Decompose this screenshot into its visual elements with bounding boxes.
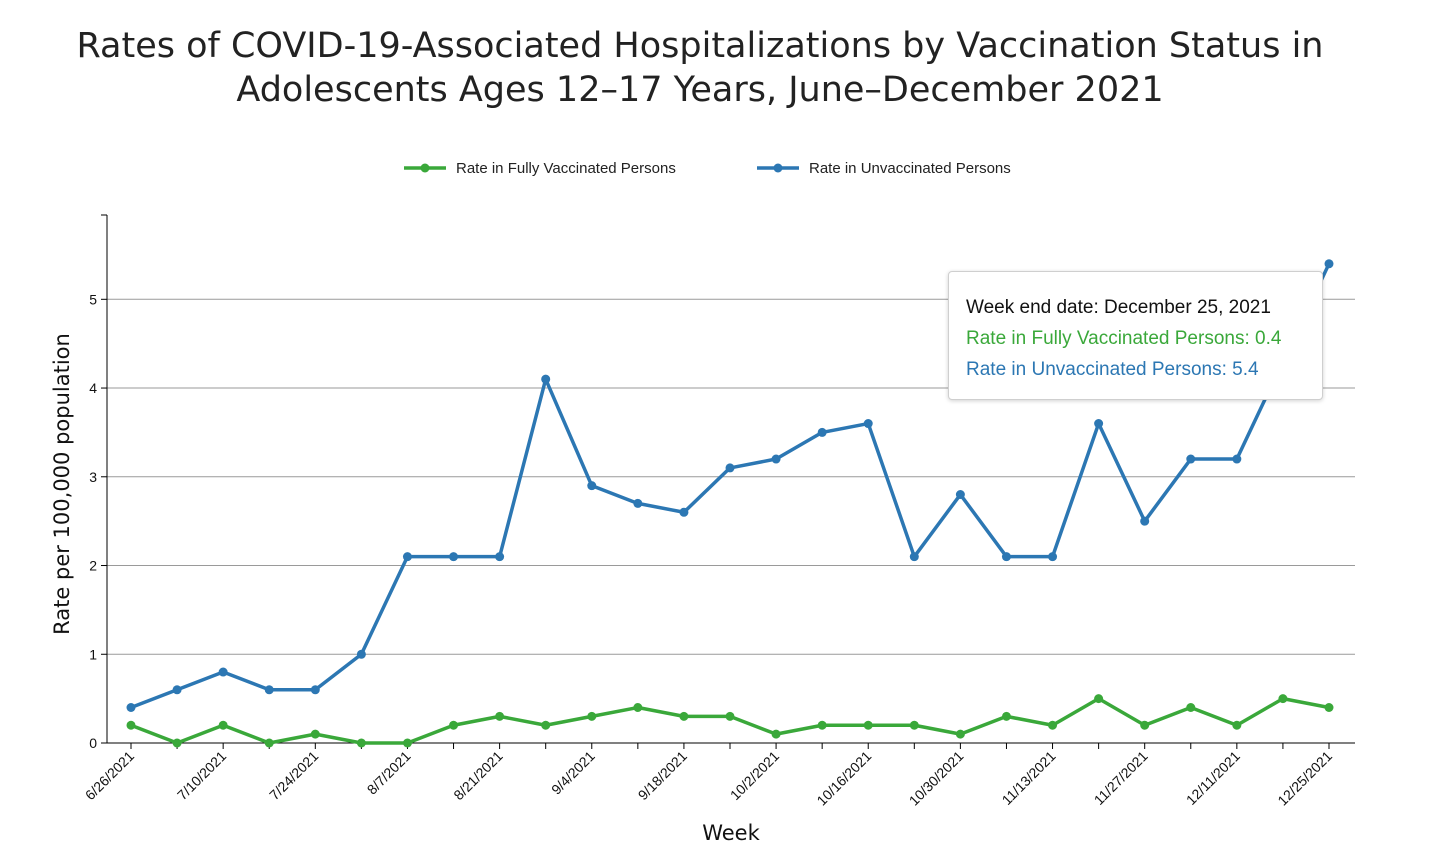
data-point-unvaccinated bbox=[679, 507, 689, 517]
x-tick-label: 10/16/2021 bbox=[813, 748, 874, 809]
data-point-unvaccinated bbox=[264, 685, 274, 695]
legend-swatch-marker bbox=[773, 163, 783, 173]
data-point-unvaccinated bbox=[863, 419, 873, 429]
x-tick-label: 9/18/2021 bbox=[635, 748, 691, 804]
x-tick-label: 7/10/2021 bbox=[174, 748, 230, 804]
data-point-unvaccinated bbox=[955, 490, 965, 500]
legend-label: Rate in Unvaccinated Persons bbox=[809, 160, 1011, 177]
data-point-vaccinated bbox=[541, 720, 551, 730]
data-point-unvaccinated bbox=[1324, 259, 1334, 269]
data-point-vaccinated bbox=[909, 720, 919, 730]
data-point-vaccinated bbox=[587, 711, 597, 721]
x-tick-label: 9/4/2021 bbox=[548, 748, 598, 798]
x-tick-label: 6/26/2021 bbox=[82, 748, 138, 804]
x-tick-label: 8/7/2021 bbox=[364, 748, 414, 798]
data-point-vaccinated bbox=[633, 703, 643, 713]
data-point-vaccinated bbox=[725, 711, 735, 721]
y-tick-label: 4 bbox=[89, 380, 97, 396]
data-point-unvaccinated bbox=[909, 552, 919, 562]
data-point-vaccinated bbox=[771, 729, 781, 739]
data-point-unvaccinated bbox=[449, 552, 459, 562]
x-tick-label: 8/21/2021 bbox=[450, 748, 506, 804]
data-point-vaccinated bbox=[356, 738, 366, 748]
chart-title: Rates of COVID-19-Associated Hospitaliza… bbox=[0, 24, 1400, 112]
data-point-unvaccinated bbox=[1186, 454, 1196, 464]
data-point-unvaccinated bbox=[218, 667, 228, 677]
series-vaccinated bbox=[126, 694, 1334, 748]
data-point-unvaccinated bbox=[172, 685, 182, 695]
x-tick-label: 12/25/2021 bbox=[1274, 748, 1335, 809]
data-point-unvaccinated bbox=[1140, 516, 1150, 526]
data-point-unvaccinated bbox=[1094, 419, 1104, 429]
legend-swatch-marker bbox=[420, 163, 430, 173]
x-tick-label: 12/11/2021 bbox=[1183, 748, 1243, 808]
data-point-vaccinated bbox=[1232, 720, 1242, 730]
data-point-unvaccinated bbox=[126, 703, 136, 713]
y-tick-label: 3 bbox=[89, 469, 97, 485]
legend-label: Rate in Fully Vaccinated Persons bbox=[456, 160, 676, 177]
y-tick-label: 2 bbox=[89, 558, 97, 574]
data-point-unvaccinated bbox=[310, 685, 320, 695]
data-point-vaccinated bbox=[1324, 703, 1334, 713]
data-point-vaccinated bbox=[172, 738, 182, 748]
data-point-unvaccinated bbox=[725, 463, 735, 473]
legend-item-unvaccinated: Rate in Unvaccinated Persons bbox=[757, 160, 1011, 177]
data-point-vaccinated bbox=[495, 711, 505, 721]
data-point-vaccinated bbox=[679, 711, 689, 721]
data-point-unvaccinated bbox=[1232, 454, 1242, 464]
data-point-vaccinated bbox=[955, 729, 965, 739]
tooltip-heading: Week end date: December 25, 2021 bbox=[966, 297, 1271, 318]
data-point-unvaccinated bbox=[495, 552, 505, 562]
data-point-vaccinated bbox=[1140, 720, 1150, 730]
x-tick-label: 10/2/2021 bbox=[727, 748, 783, 804]
y-tick-label: 5 bbox=[89, 291, 97, 307]
x-tick-label: 11/27/2021 bbox=[1091, 748, 1151, 808]
x-axis-title: Week bbox=[702, 821, 760, 845]
data-point-vaccinated bbox=[863, 720, 873, 730]
data-point-unvaccinated bbox=[771, 454, 781, 464]
data-point-unvaccinated bbox=[541, 374, 551, 384]
legend-item-vaccinated: Rate in Fully Vaccinated Persons bbox=[404, 160, 676, 177]
tooltip-vaccinated-line: Rate in Fully Vaccinated Persons: 0.4 bbox=[966, 328, 1282, 349]
data-point-vaccinated bbox=[1278, 694, 1288, 704]
data-point-unvaccinated bbox=[633, 498, 643, 508]
data-point-unvaccinated bbox=[587, 481, 597, 491]
data-point-vaccinated bbox=[218, 720, 228, 730]
y-tick-label: 1 bbox=[89, 646, 97, 662]
chart-title-line-2: Adolescents Ages 12–17 Years, June–Decem… bbox=[236, 70, 1164, 110]
data-point-unvaccinated bbox=[356, 649, 366, 659]
data-point-vaccinated bbox=[449, 720, 459, 730]
x-tick-label: 10/30/2021 bbox=[906, 748, 967, 809]
data-point-vaccinated bbox=[310, 729, 320, 739]
x-tick-label: 7/24/2021 bbox=[266, 748, 322, 804]
x-tick-label: 11/13/2021 bbox=[999, 748, 1059, 808]
data-point-vaccinated bbox=[817, 720, 827, 730]
data-point-unvaccinated bbox=[1001, 552, 1011, 562]
data-point-vaccinated bbox=[1001, 711, 1011, 721]
data-point-unvaccinated bbox=[1048, 552, 1058, 562]
tooltip-unvaccinated-line: Rate in Unvaccinated Persons: 5.4 bbox=[966, 359, 1259, 380]
data-point-vaccinated bbox=[126, 720, 136, 730]
data-point-vaccinated bbox=[1094, 694, 1104, 704]
series-unvaccinated bbox=[126, 259, 1334, 713]
y-tick-label: 0 bbox=[89, 735, 97, 751]
chart-title-line-1: Rates of COVID-19-Associated Hospitaliza… bbox=[76, 26, 1324, 66]
chart-tooltip: Week end date: December 25, 2021 Rate in… bbox=[948, 271, 1323, 400]
data-point-unvaccinated bbox=[817, 427, 827, 437]
y-axis-title: Rate per 100,000 population bbox=[50, 333, 74, 635]
data-point-vaccinated bbox=[1186, 703, 1196, 713]
data-point-unvaccinated bbox=[402, 552, 412, 562]
data-point-vaccinated bbox=[264, 738, 274, 748]
data-point-vaccinated bbox=[1048, 720, 1058, 730]
data-point-vaccinated bbox=[402, 738, 412, 748]
